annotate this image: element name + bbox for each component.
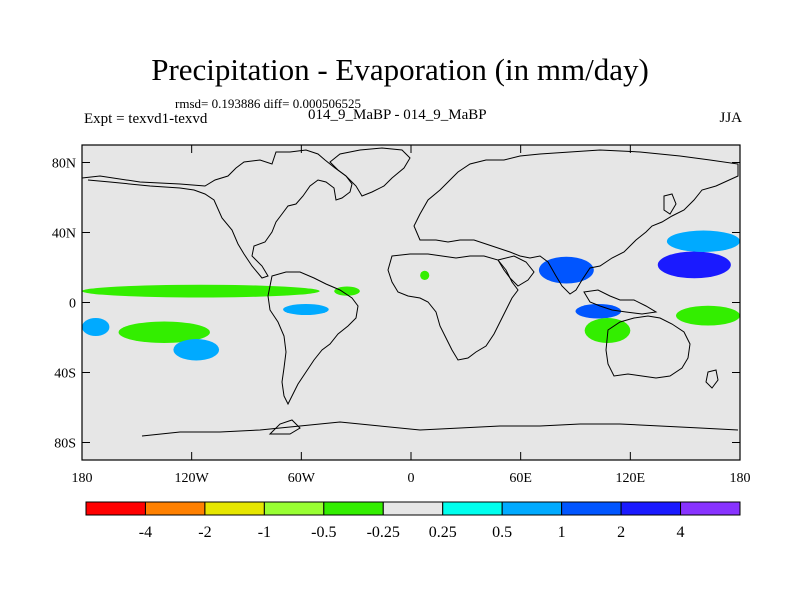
legend-box: [204, 501, 265, 516]
legend-box: [85, 501, 146, 516]
legend-box: [323, 501, 384, 516]
legend-label: 4: [677, 524, 685, 541]
coastline-new-zealand: [705, 369, 719, 389]
legend-box: [263, 501, 325, 516]
coastline-greenland: [329, 147, 411, 197]
coastline-australia: [605, 315, 691, 379]
legend-label: -2: [198, 524, 211, 541]
legend-label: 0.25: [429, 524, 457, 541]
legend-label: -0.5: [311, 524, 336, 541]
field-region-central-pacific-itcz-band: [82, 284, 320, 298]
legend-box: [561, 501, 622, 516]
coastline-layer: [81, 147, 739, 437]
page-title: Precipitation - Evaporation (in mm/day): [151, 52, 649, 87]
legend-boxes: [85, 501, 741, 516]
season-label: JJA: [719, 110, 742, 126]
coastline-antarctic-peninsula: [268, 419, 301, 435]
coastline-arabia: [497, 255, 535, 287]
field-region-north-pacific-band: [666, 230, 740, 252]
field-region-southeast-pacific-band-1: [118, 321, 210, 343]
field-layer: [82, 145, 741, 460]
legend-box: [442, 501, 503, 516]
legend-box: [382, 501, 444, 516]
x-tick-label: 120E: [616, 471, 646, 486]
y-tick-label: 80S: [54, 437, 76, 452]
runs-label: 014_9_MaBP - 014_9_MaBP: [308, 107, 487, 123]
coastline-africa: [387, 253, 519, 361]
y-tick-label: 80N: [52, 157, 76, 172]
legend-labels: -4 -2 -1 -0.5 -0.25 0.25 0.5 1 2 4: [139, 524, 685, 541]
legend-label: 2: [617, 524, 625, 541]
coastline-maritime-continent: [583, 289, 658, 315]
legend-label: 0.5: [492, 524, 512, 541]
legend-label: 1: [558, 524, 566, 541]
field-region-southeast-pacific-band-2: [173, 339, 220, 361]
experiment-label: Expt = texvd1-texvd: [84, 111, 208, 127]
legend-box: [144, 501, 206, 516]
legend-box: [680, 501, 741, 516]
x-tick-label: 60W: [288, 471, 316, 486]
field-region-eastern-pacific-cyan-2: [283, 304, 329, 315]
y-tick-label: 0: [69, 297, 76, 312]
legend-label: -4: [139, 524, 152, 541]
legend-box: [501, 501, 563, 516]
field-region-south-pacific-convergence: [676, 305, 741, 326]
x-tick-label: 180: [72, 471, 93, 486]
field-region-eastern-pacific-cyan-1: [82, 318, 110, 336]
x-tick-label: 0: [408, 471, 415, 486]
x-tick-label: 180: [730, 471, 751, 486]
field-region-maritime-continent: [575, 304, 622, 319]
y-tick-label: 40N: [52, 227, 76, 242]
axes-layer: 180 120W 60W 0 60E 120E 180 80N 40N 0 40S 80S: [52, 145, 751, 486]
x-tick-label: 120W: [175, 471, 210, 486]
y-tick-label: 40S: [54, 367, 76, 382]
field-region-west-africa-patch: [420, 270, 430, 280]
map-background: [82, 145, 740, 460]
coastline-eurasia: [413, 149, 739, 295]
field-region-atlantic-itcz-patch: [334, 286, 360, 296]
field-region-indian-monsoon: [538, 256, 594, 284]
legend-box: [620, 501, 682, 516]
statistics-text: rmsd= 0.193886 diff= 0.000506525: [175, 96, 361, 111]
coastline-north-america: [81, 149, 353, 279]
coastline-south-america: [267, 271, 359, 406]
coastline-japan: [663, 193, 677, 215]
coastline-antarctica: [141, 421, 739, 437]
field-region-west-pacific-warm-pool: [657, 251, 731, 279]
x-tick-label: 60E: [509, 471, 532, 486]
legend-label: -0.25: [367, 524, 400, 541]
legend-label: -1: [258, 524, 271, 541]
